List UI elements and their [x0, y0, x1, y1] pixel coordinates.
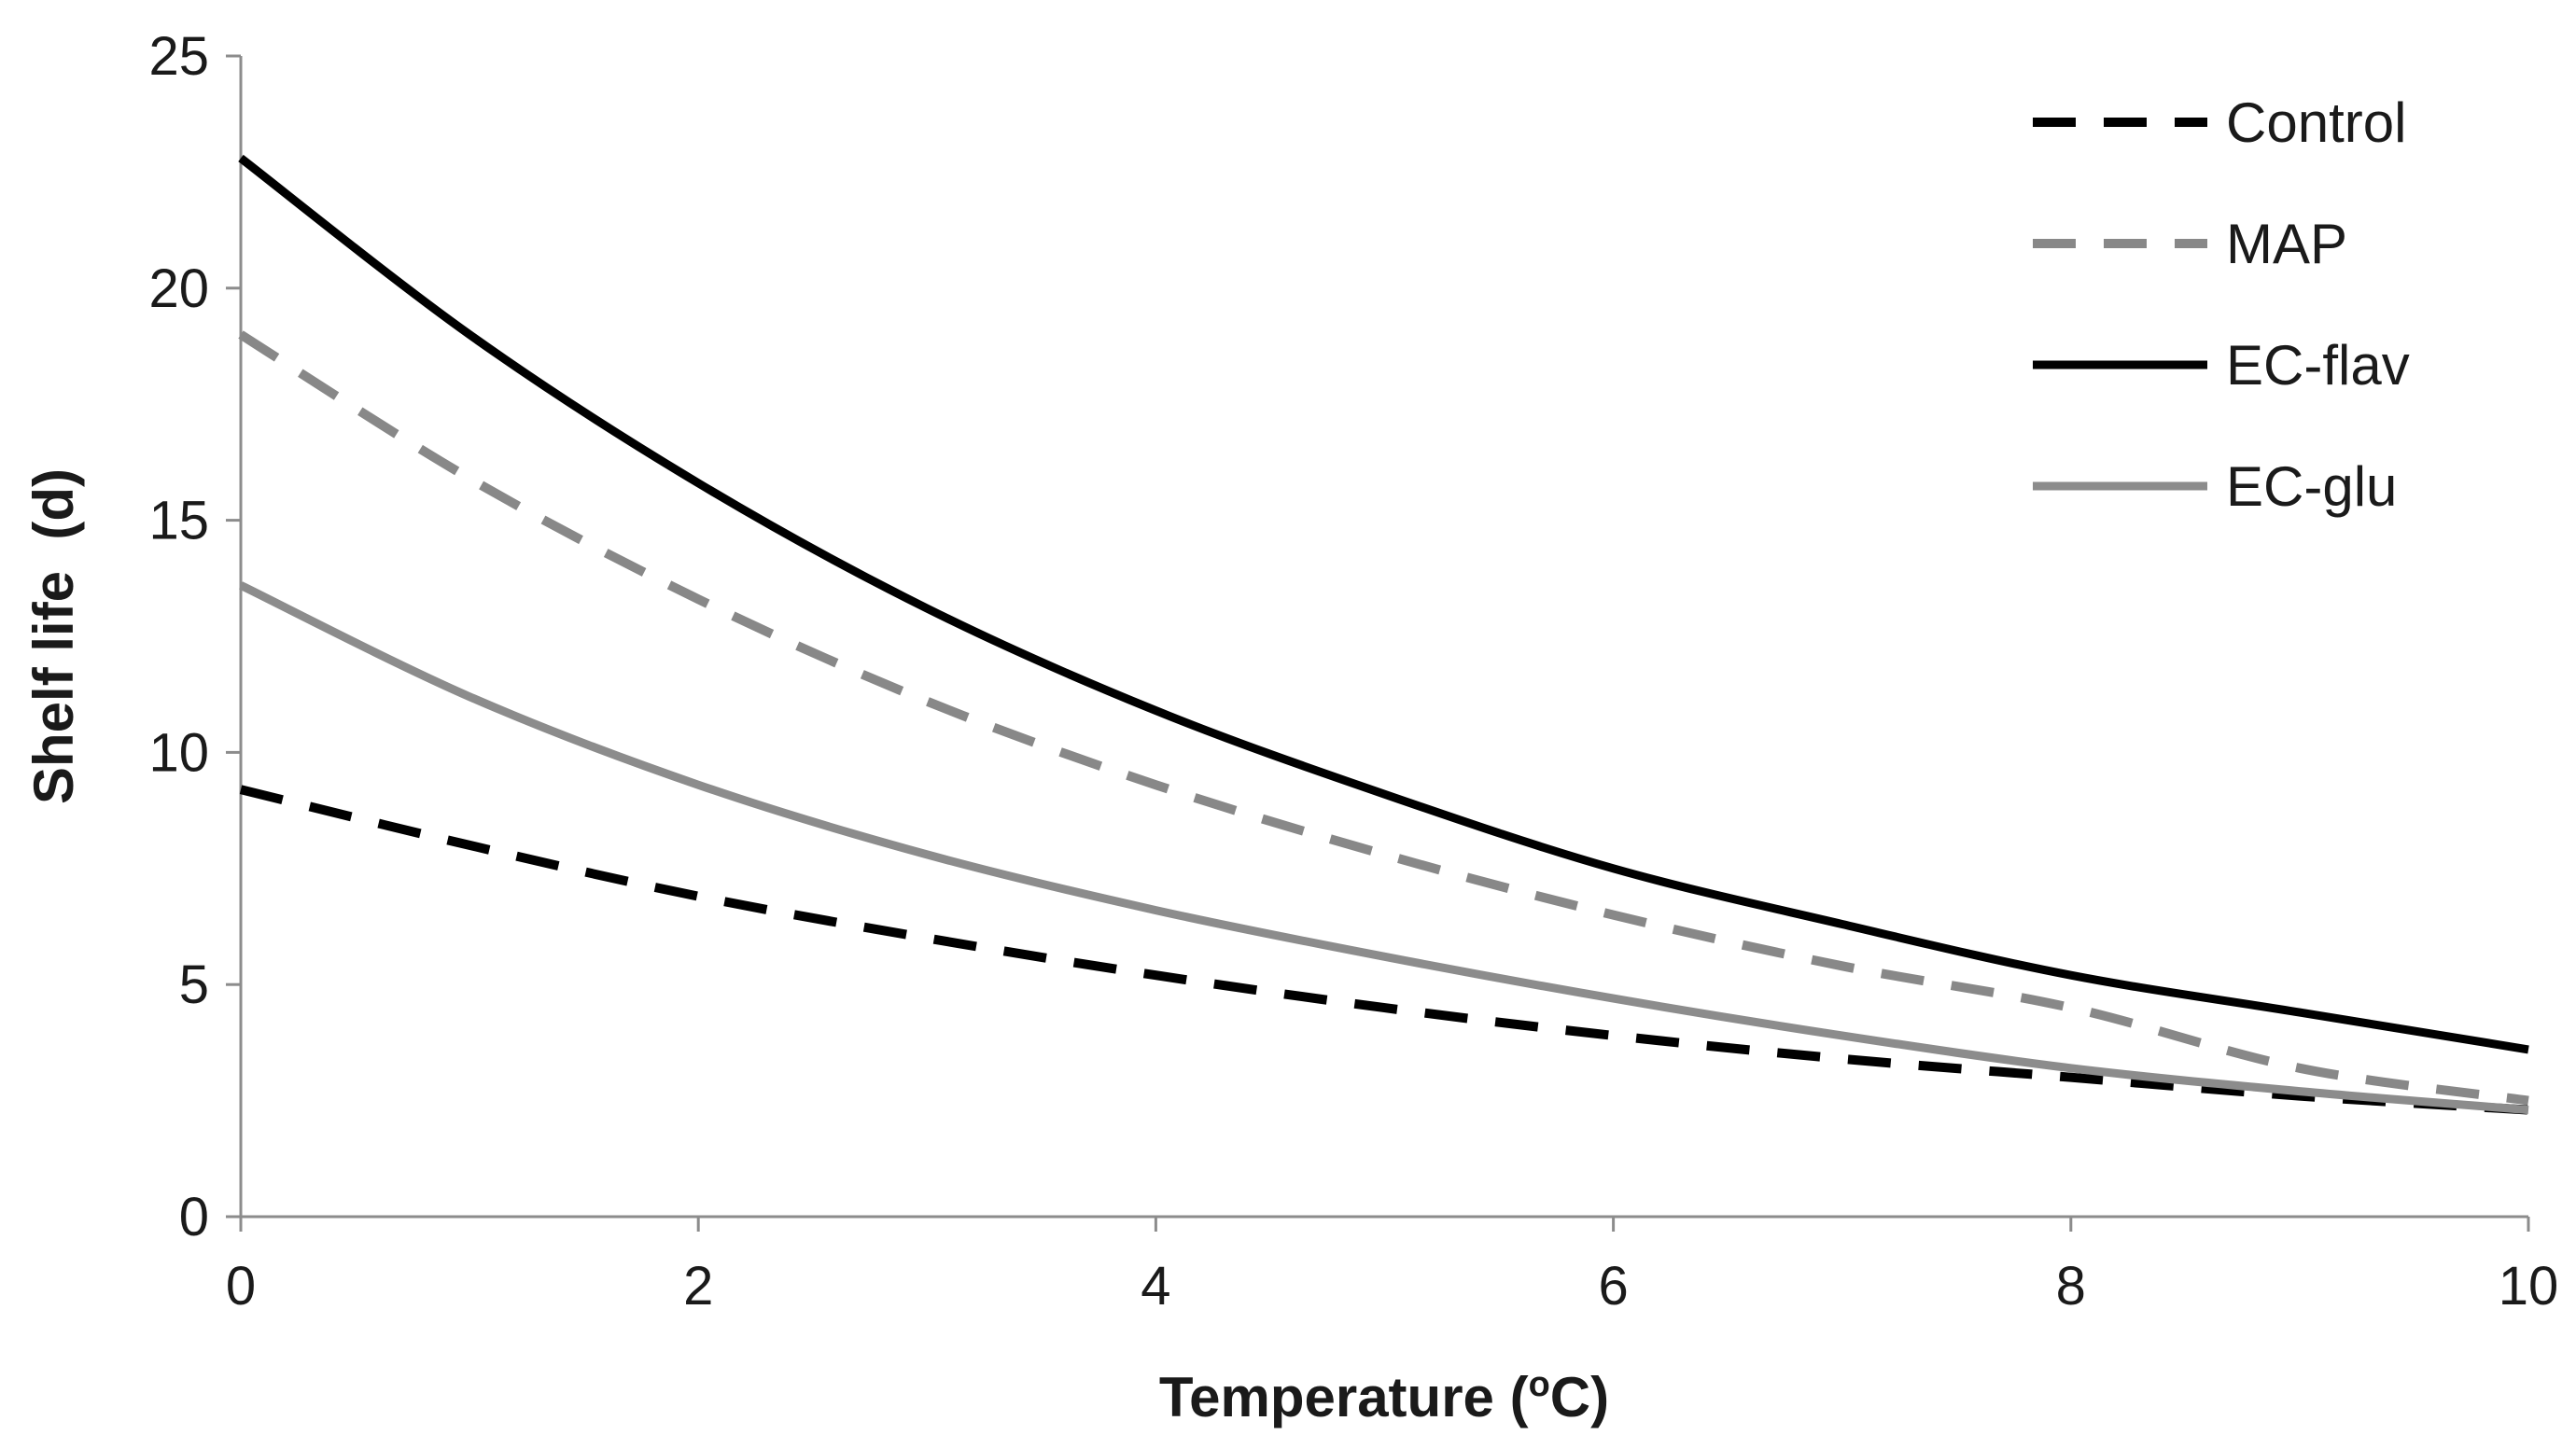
series-line-ec-glu [239, 581, 2529, 1115]
x-tick-label: 2 [683, 1256, 713, 1317]
legend-item: EC-glu [2033, 455, 2397, 518]
legend-label: EC-glu [2226, 455, 2397, 518]
series-line-ec-flav [238, 154, 2529, 1054]
y-axis-title: Shelf life (d) [22, 468, 85, 804]
legend-label: MAP [2226, 213, 2347, 275]
axis-ticks: 0 5 10 15 20 25 0 2 4 6 8 10 [148, 26, 2558, 1317]
series-line-map [238, 330, 2529, 1106]
y-tick-label: 15 [148, 491, 209, 551]
x-tick-label: 4 [1141, 1256, 1170, 1317]
chart-axes [239, 56, 2528, 1219]
y-tick-label: 0 [179, 1187, 209, 1247]
x-axis-title-superscript: o [1529, 1365, 1550, 1404]
x-tick-label: 8 [2056, 1256, 2086, 1317]
x-axis-title: Temperature (oC) [1159, 1365, 1609, 1428]
legend: Control MAP EC-flav EC-glu [2033, 91, 2410, 518]
legend-label: EC-flav [2226, 334, 2410, 397]
x-tick-label: 10 [2499, 1256, 2559, 1317]
series-layer [238, 154, 2529, 1115]
y-tick-label: 25 [148, 26, 209, 87]
x-tick-label: 6 [1598, 1256, 1628, 1317]
y-tick-label: 20 [148, 258, 209, 319]
x-tick-label: 0 [226, 1256, 256, 1317]
series-line-control [239, 785, 2529, 1115]
legend-item: Control [2033, 91, 2406, 154]
legend-item: MAP [2033, 213, 2347, 275]
legend-item: EC-flav [2033, 334, 2410, 397]
legend-label: Control [2226, 91, 2406, 154]
y-tick-label: 10 [148, 722, 209, 783]
y-tick-label: 5 [179, 954, 209, 1015]
